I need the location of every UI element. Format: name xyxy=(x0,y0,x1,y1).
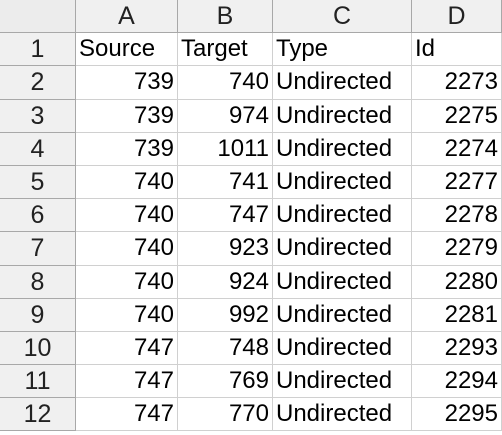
cell-source[interactable]: 740 xyxy=(76,199,178,233)
column-header-d[interactable]: D xyxy=(412,0,502,34)
cell-id[interactable]: 2273 xyxy=(412,66,502,100)
row-header[interactable]: 9 xyxy=(0,298,76,332)
cell-type[interactable]: Undirected xyxy=(273,265,412,299)
cell-type[interactable]: Undirected xyxy=(273,132,412,166)
cell-source[interactable]: 739 xyxy=(76,99,178,133)
row-header[interactable]: 8 xyxy=(0,265,76,299)
cell-source[interactable]: 740 xyxy=(76,265,178,299)
cell-id[interactable]: 2275 xyxy=(412,99,502,133)
row-header[interactable]: 3 xyxy=(0,99,76,133)
cell-type[interactable]: Undirected xyxy=(273,99,412,133)
cell-source[interactable]: 747 xyxy=(76,331,178,366)
cell-source[interactable]: 739 xyxy=(76,66,178,100)
cell-source[interactable]: 740 xyxy=(76,165,178,200)
cell-type[interactable]: Undirected xyxy=(273,398,412,432)
cell-type[interactable]: Undirected xyxy=(273,365,412,399)
cell-target[interactable]: 748 xyxy=(178,331,273,366)
row-header[interactable]: 6 xyxy=(0,199,76,233)
cell-target[interactable]: 740 xyxy=(178,66,273,100)
cell-header-type[interactable]: Type xyxy=(273,33,412,67)
cell-type[interactable]: Undirected xyxy=(273,66,412,100)
row-header[interactable]: 2 xyxy=(0,66,76,100)
cell-source[interactable]: 747 xyxy=(76,365,178,399)
cell-id[interactable]: 2293 xyxy=(412,331,502,366)
row-header[interactable]: 11 xyxy=(0,365,76,399)
cell-id[interactable]: 2279 xyxy=(412,232,502,266)
row-header[interactable]: 7 xyxy=(0,232,76,266)
cell-type[interactable]: Undirected xyxy=(273,298,412,332)
cell-id[interactable]: 2294 xyxy=(412,365,502,399)
column-header-a[interactable]: A xyxy=(76,0,178,34)
cell-type[interactable]: Undirected xyxy=(273,232,412,266)
cell-id[interactable]: 2278 xyxy=(412,199,502,233)
select-all-corner[interactable] xyxy=(0,0,76,34)
cell-target[interactable]: 747 xyxy=(178,199,273,233)
cell-target[interactable]: 741 xyxy=(178,165,273,200)
cell-source[interactable]: 740 xyxy=(76,298,178,332)
cell-source[interactable]: 747 xyxy=(76,398,178,432)
cell-id[interactable]: 2274 xyxy=(412,132,502,166)
cell-type[interactable]: Undirected xyxy=(273,199,412,233)
row-header[interactable]: 12 xyxy=(0,398,76,432)
row-header[interactable]: 1 xyxy=(0,33,76,67)
cell-header-source[interactable]: Source xyxy=(76,33,178,67)
cell-id[interactable]: 2280 xyxy=(412,265,502,299)
cell-target[interactable]: 992 xyxy=(178,298,273,332)
cell-source[interactable]: 739 xyxy=(76,132,178,166)
cell-target[interactable]: 1011 xyxy=(178,132,273,166)
row-header[interactable]: 4 xyxy=(0,132,76,166)
cell-header-id[interactable]: Id xyxy=(412,33,502,67)
column-header-c[interactable]: C xyxy=(273,0,412,34)
cell-target[interactable]: 770 xyxy=(178,398,273,432)
cell-type[interactable]: Undirected xyxy=(273,165,412,200)
column-header-b[interactable]: B xyxy=(178,0,273,34)
cell-id[interactable]: 2295 xyxy=(412,398,502,432)
cell-target[interactable]: 974 xyxy=(178,99,273,133)
cell-target[interactable]: 924 xyxy=(178,265,273,299)
row-header[interactable]: 10 xyxy=(0,331,76,366)
cell-source[interactable]: 740 xyxy=(76,232,178,266)
cell-header-target[interactable]: Target xyxy=(178,33,273,67)
cell-type[interactable]: Undirected xyxy=(273,331,412,366)
cell-id[interactable]: 2277 xyxy=(412,165,502,200)
row-header[interactable]: 5 xyxy=(0,165,76,200)
cell-target[interactable]: 923 xyxy=(178,232,273,266)
cell-id[interactable]: 2281 xyxy=(412,298,502,332)
cell-target[interactable]: 769 xyxy=(178,365,273,399)
